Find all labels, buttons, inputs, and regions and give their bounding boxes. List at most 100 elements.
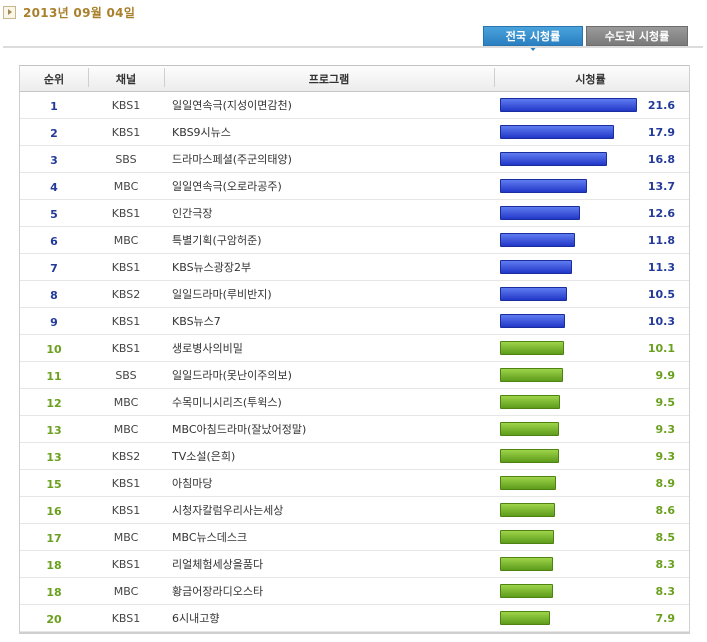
rating-value: 9.3 [655, 423, 676, 436]
channel-cell: MBC [113, 584, 139, 598]
rank-cell: 20 [46, 612, 62, 626]
arrow-right-icon[interactable] [3, 5, 16, 19]
rank-cell: 18 [46, 585, 62, 599]
channel-cell: MBC [113, 179, 139, 193]
channel-cell: SBS [115, 368, 137, 382]
table-row: 17 MBC MBC뉴스데스크 8.5 [20, 524, 689, 551]
table-row: 15 KBS1 아침마당 8.9 [20, 470, 689, 497]
table-row: 10 KBS1 생로병사의비밀 10.1 [20, 335, 689, 362]
rating-cell: 8.3 [494, 578, 687, 604]
program-cell[interactable]: 특별기획(구암허준) [172, 234, 262, 247]
program-cell[interactable]: 생로병사의비밀 [172, 342, 243, 355]
tab-capital-rating[interactable]: 수도권 시청률 [586, 26, 688, 46]
program-cell[interactable]: 아침마당 [172, 477, 213, 490]
channel-cell: KBS1 [111, 557, 141, 571]
program-cell[interactable]: 일일연속극(지성이면감천) [172, 99, 292, 112]
header-channel: 채널 [88, 67, 164, 87]
rating-cell: 7.9 [494, 605, 687, 631]
rating-value: 17.9 [647, 126, 675, 139]
rating-bar [500, 206, 580, 220]
rating-bar [500, 341, 564, 355]
rating-cell: 8.6 [494, 497, 687, 523]
rating-value: 9.9 [655, 369, 676, 382]
channel-cell: KBS1 [111, 260, 141, 274]
rating-bar [500, 368, 563, 382]
rating-value: 8.5 [655, 531, 676, 544]
table-body: 1 KBS1 일일연속극(지성이면감천) 21.6 2 KBS1 KBS9시뉴스 17.9 3 S… [20, 92, 689, 632]
channel-cell: MBC [113, 530, 139, 544]
channel-cell: KBS1 [111, 206, 141, 220]
rating-bar [500, 503, 555, 517]
ratings-table: 순위 채널 프로그램 시청률 1 KBS1 일일연속극(지성이면감천) 21.6 2 KB… [19, 65, 690, 634]
program-cell[interactable]: 리얼체험세상을품다 [172, 558, 264, 571]
program-cell[interactable]: 인간극장 [172, 207, 213, 220]
rank-cell: 17 [46, 531, 62, 545]
program-cell[interactable]: 드라마스페셜(주군의태양) [172, 153, 292, 166]
rating-value: 10.5 [647, 288, 675, 301]
rating-bar [500, 152, 607, 166]
rating-value: 8.9 [655, 477, 676, 490]
table-row: 2 KBS1 KBS9시뉴스 17.9 [20, 119, 689, 146]
rank-cell: 13 [46, 450, 62, 464]
rating-value: 8.3 [655, 558, 676, 571]
program-cell[interactable]: 6시내고향 [172, 612, 220, 625]
rating-bar [500, 179, 587, 193]
rank-cell: 10 [46, 342, 62, 356]
rating-bar [500, 260, 572, 274]
table-row: 20 KBS1 6시내고향 7.9 [20, 605, 689, 632]
table-row: 1 KBS1 일일연속극(지성이면감천) 21.6 [20, 92, 689, 119]
rating-value: 21.6 [647, 99, 675, 112]
divider [3, 46, 703, 48]
channel-cell: MBC [113, 395, 139, 409]
rating-value: 7.9 [655, 612, 676, 625]
rating-value: 13.7 [647, 180, 675, 193]
program-cell[interactable]: KBS뉴스광장2부 [172, 261, 252, 274]
program-cell[interactable]: MBC아침드라마(잘났어정말) [172, 423, 307, 436]
rating-bar [500, 476, 556, 490]
program-cell[interactable]: 일일연속극(오로라공주) [172, 180, 282, 193]
program-cell[interactable]: 수목미니시리즈(투윅스) [172, 396, 282, 409]
program-cell[interactable]: KBS뉴스7 [172, 315, 221, 328]
rating-bar [500, 233, 575, 247]
program-cell[interactable]: MBC뉴스데스크 [172, 531, 248, 544]
tab-national-rating[interactable]: 전국 시청률 [483, 26, 583, 51]
rating-cell: 9.3 [494, 443, 687, 469]
rating-value: 9.3 [655, 450, 676, 463]
rating-cell: 16.8 [494, 146, 687, 172]
program-cell[interactable]: 일일드라마(못난이주의보) [172, 369, 292, 382]
rating-cell: 11.3 [494, 254, 687, 280]
channel-cell: KBS1 [111, 98, 141, 112]
rating-value: 8.3 [655, 585, 676, 598]
rank-cell: 8 [50, 288, 58, 302]
rank-cell: 13 [46, 423, 62, 437]
rank-cell: 15 [46, 477, 62, 491]
rating-cell: 12.6 [494, 200, 687, 226]
rating-value: 8.6 [655, 504, 676, 517]
table-row: 8 KBS2 일일드라마(루비반지) 10.5 [20, 281, 689, 308]
header-rating: 시청률 [494, 67, 687, 87]
program-cell[interactable]: KBS9시뉴스 [172, 126, 231, 139]
table-row: 5 KBS1 인간극장 12.6 [20, 200, 689, 227]
rating-bar [500, 98, 637, 112]
rank-cell: 12 [46, 396, 62, 410]
table-header: 순위 채널 프로그램 시청률 [20, 66, 689, 92]
program-cell[interactable]: TV소설(은희) [172, 450, 236, 463]
rating-tabs: 전국 시청률 수도권 시청률 [483, 26, 688, 51]
rating-cell: 21.6 [494, 92, 687, 118]
table-row: 9 KBS1 KBS뉴스7 10.3 [20, 308, 689, 335]
rating-bar [500, 125, 614, 139]
rating-cell: 13.7 [494, 173, 687, 199]
rating-cell: 8.9 [494, 470, 687, 496]
rating-value: 11.8 [647, 234, 675, 247]
channel-cell: KBS1 [111, 503, 141, 517]
rank-cell: 4 [50, 180, 58, 194]
program-cell[interactable]: 시청자칼럼우리사는세상 [172, 504, 284, 517]
rank-cell: 11 [46, 369, 62, 383]
rating-value: 12.6 [647, 207, 675, 220]
header-rank: 순위 [43, 72, 65, 86]
rank-cell: 9 [50, 315, 58, 329]
program-cell[interactable]: 황금어장라디오스타 [172, 585, 264, 598]
program-cell[interactable]: 일일드라마(루비반지) [172, 288, 272, 301]
rating-cell: 17.9 [494, 119, 687, 145]
rating-value: 16.8 [647, 153, 675, 166]
